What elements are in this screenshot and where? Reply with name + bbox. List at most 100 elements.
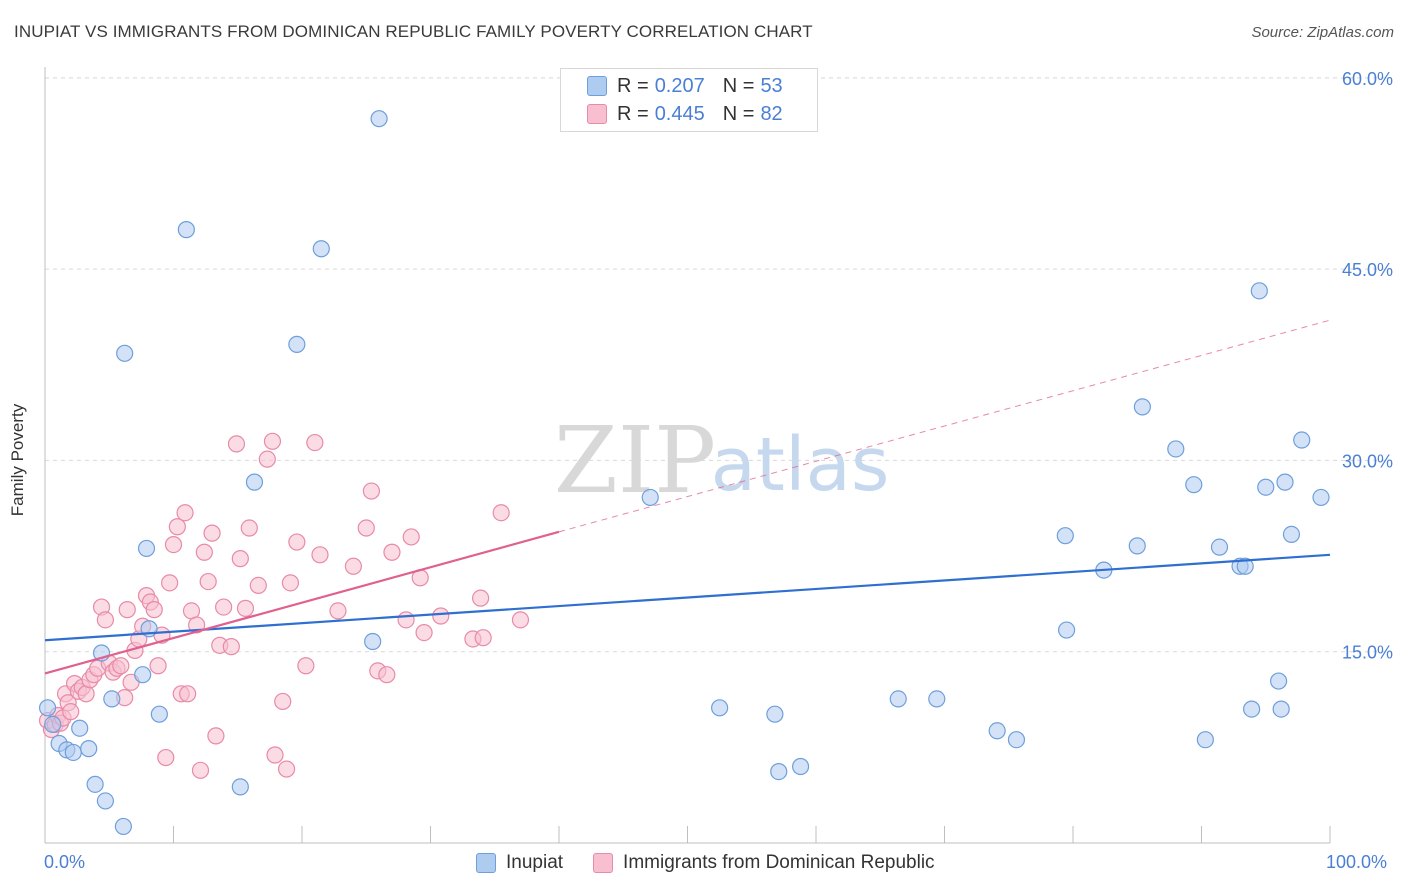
dominican-point[interactable] bbox=[311, 546, 329, 564]
inupiat-point[interactable] bbox=[1210, 538, 1229, 556]
dominican-point[interactable] bbox=[249, 576, 267, 595]
inupiat-point[interactable] bbox=[44, 715, 62, 734]
inupiat-point[interactable] bbox=[1236, 557, 1254, 575]
dominican-point[interactable] bbox=[297, 657, 315, 675]
inupiat-point[interactable] bbox=[64, 743, 82, 762]
inupiat-point[interactable] bbox=[641, 488, 659, 507]
inupiat-point[interactable] bbox=[1312, 488, 1330, 507]
inupiat-point[interactable] bbox=[288, 335, 306, 353]
dominican-point[interactable] bbox=[288, 533, 306, 551]
inupiat-point[interactable] bbox=[116, 344, 134, 362]
dominican-point[interactable] bbox=[383, 543, 401, 561]
dominican-point[interactable] bbox=[222, 638, 240, 656]
dominican-point[interactable] bbox=[258, 450, 276, 468]
dominican-point[interactable] bbox=[176, 504, 194, 522]
dominican-point[interactable] bbox=[231, 550, 249, 568]
inupiat-point[interactable] bbox=[1128, 537, 1146, 555]
dominican-point[interactable] bbox=[191, 761, 210, 779]
dominican-point[interactable] bbox=[492, 504, 510, 522]
dominican-point[interactable] bbox=[511, 611, 530, 629]
dominican-point[interactable] bbox=[157, 748, 175, 767]
inupiat-point[interactable] bbox=[312, 240, 330, 258]
dominican-point[interactable] bbox=[240, 519, 258, 537]
inupiat-point[interactable] bbox=[1276, 473, 1294, 491]
inupiat-point[interactable] bbox=[1056, 527, 1074, 545]
inupiat-point[interactable] bbox=[370, 110, 388, 128]
inupiat-point[interactable] bbox=[231, 778, 249, 796]
dominican-point[interactable] bbox=[227, 435, 246, 453]
dominican-point[interactable] bbox=[344, 557, 362, 575]
inupiat-point[interactable] bbox=[96, 792, 114, 810]
inupiat-point[interactable] bbox=[928, 690, 946, 708]
legend-r-label: R = bbox=[617, 74, 649, 97]
dominican-point[interactable] bbox=[266, 746, 284, 764]
dominican-point[interactable] bbox=[277, 760, 296, 778]
inupiat-point[interactable] bbox=[988, 722, 1006, 740]
inupiat-point[interactable] bbox=[1196, 731, 1214, 749]
inupiat-point[interactable] bbox=[177, 221, 195, 239]
dominican-point[interactable] bbox=[199, 572, 217, 591]
dominican-point[interactable] bbox=[118, 601, 136, 619]
inupiat-point[interactable] bbox=[1057, 621, 1076, 639]
inupiat-point[interactable] bbox=[889, 690, 907, 708]
dominican-point[interactable] bbox=[329, 602, 347, 620]
dominican-point[interactable] bbox=[236, 599, 255, 617]
inupiat-point[interactable] bbox=[1185, 476, 1203, 494]
dominican-point[interactable] bbox=[397, 611, 415, 629]
dominican-point[interactable] bbox=[263, 432, 282, 450]
dominican-point[interactable] bbox=[215, 598, 233, 616]
inupiat-point[interactable] bbox=[71, 719, 89, 737]
dominican-point[interactable] bbox=[195, 543, 213, 561]
inupiat-point[interactable] bbox=[1243, 700, 1261, 718]
dominican-point[interactable] bbox=[168, 518, 186, 536]
dominican-point[interactable] bbox=[112, 657, 130, 675]
inupiat-point[interactable] bbox=[1257, 478, 1275, 496]
inupiat-point[interactable] bbox=[770, 762, 788, 781]
inupiat-point[interactable] bbox=[791, 757, 810, 776]
dominican-point[interactable] bbox=[77, 685, 95, 703]
dominican-point[interactable] bbox=[474, 629, 492, 647]
inupiat-point[interactable] bbox=[38, 699, 57, 717]
inupiat-point[interactable] bbox=[114, 817, 132, 836]
inupiat-point[interactable] bbox=[80, 740, 98, 758]
dominican-point[interactable] bbox=[281, 574, 300, 592]
dominican-point[interactable] bbox=[274, 692, 292, 711]
dominican-point[interactable] bbox=[203, 524, 221, 542]
inupiat-point[interactable] bbox=[103, 690, 121, 708]
dominican-point[interactable] bbox=[207, 727, 225, 745]
dominican-point[interactable] bbox=[96, 611, 114, 629]
inupiat-point[interactable] bbox=[245, 473, 264, 491]
inupiat-point[interactable] bbox=[1269, 672, 1288, 690]
inupiat-point[interactable] bbox=[1167, 440, 1185, 458]
legend-item-inupiat[interactable]: Inupiat bbox=[476, 852, 563, 874]
inupiat-point[interactable] bbox=[134, 666, 152, 684]
legend-item-dominican[interactable]: Immigrants from Dominican Republic bbox=[593, 852, 935, 874]
dominican-point[interactable] bbox=[472, 589, 490, 607]
dominican-point[interactable] bbox=[402, 528, 420, 546]
inupiat-point[interactable] bbox=[150, 705, 168, 723]
inupiat-point[interactable] bbox=[1282, 525, 1301, 543]
inupiat-point[interactable] bbox=[1272, 700, 1290, 718]
dominican-point[interactable] bbox=[415, 623, 433, 642]
inupiat-point[interactable] bbox=[1250, 282, 1268, 300]
inupiat-point[interactable] bbox=[86, 775, 104, 793]
dominican-point[interactable] bbox=[164, 535, 183, 554]
dominican-point[interactable] bbox=[378, 666, 396, 684]
dominican-point[interactable] bbox=[432, 607, 450, 625]
dominican-point[interactable] bbox=[149, 657, 167, 675]
inupiat-point[interactable] bbox=[766, 705, 784, 723]
inupiat-point[interactable] bbox=[1133, 398, 1151, 416]
inupiat-point[interactable] bbox=[711, 699, 729, 717]
dominican-point[interactable] bbox=[357, 519, 375, 537]
dominican-point[interactable] bbox=[362, 482, 380, 500]
inupiat-point[interactable] bbox=[137, 539, 156, 558]
dominican-point[interactable] bbox=[62, 703, 80, 721]
inupiat-point[interactable] bbox=[364, 632, 382, 651]
inupiat-point[interactable] bbox=[1293, 431, 1311, 449]
dominican-point[interactable] bbox=[161, 574, 179, 592]
dominican-point[interactable] bbox=[179, 685, 197, 703]
dominican-point[interactable] bbox=[306, 433, 324, 452]
dominican-point[interactable] bbox=[145, 601, 163, 619]
chart-title: INUPIAT VS IMMIGRANTS FROM DOMINICAN REP… bbox=[14, 22, 813, 41]
inupiat-point[interactable] bbox=[1007, 731, 1026, 749]
